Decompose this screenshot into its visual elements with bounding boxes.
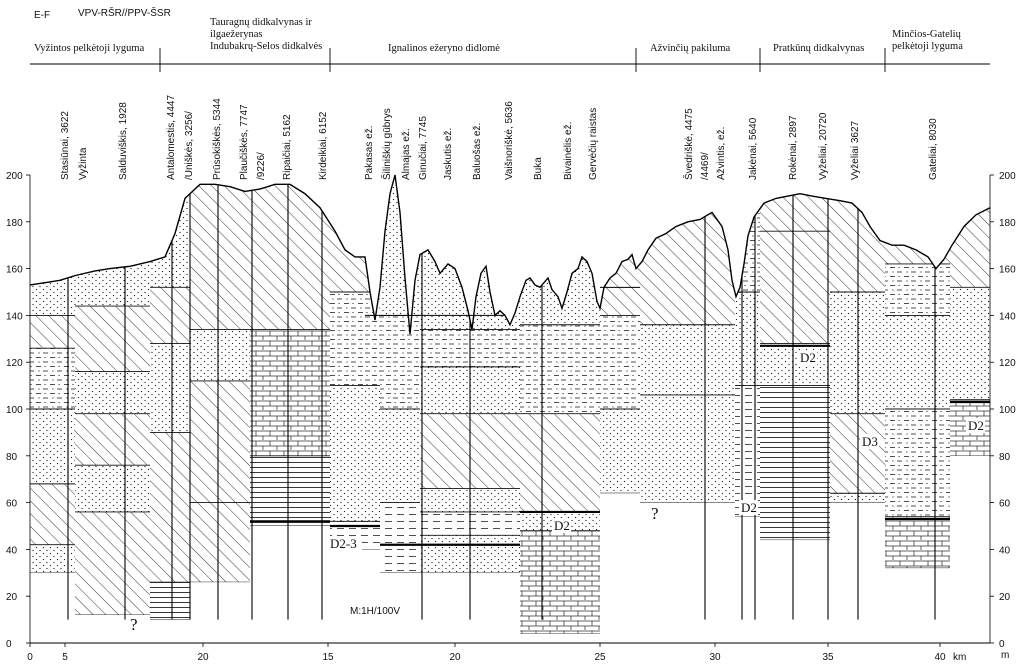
unknown-depth-mark: ? — [130, 615, 138, 634]
region-name: Ažvinčių pakiluma — [650, 43, 731, 54]
region-name: Minčios-Gatelių — [892, 29, 962, 40]
elevation-tick-right: 40 — [999, 545, 1011, 556]
profile-code-label: VPV-RŠR//PPV-ŠSR — [78, 6, 171, 19]
region-name: pelkėtoji lyguma — [892, 41, 963, 52]
distance-tick: 35 — [822, 652, 834, 663]
well-label: Vyžinta — [78, 147, 89, 180]
well-label: Jaskutis ež. — [443, 128, 454, 180]
well-label: Gervėčių raistas — [588, 108, 599, 180]
well-label: Rokėnai, 2897 — [788, 115, 799, 180]
distance-tick: 30 — [709, 652, 721, 663]
well-label: Baluošas ež. — [472, 123, 483, 180]
ground-surface-line — [29, 174, 991, 335]
elevation-tick-right: 200 — [999, 171, 1016, 182]
unknown-depth-mark: ? — [651, 504, 659, 523]
well-label: Vyželiai 3627 — [850, 120, 861, 180]
distance-tick: 15 — [322, 652, 334, 663]
elevation-unit: m — [1001, 650, 1009, 661]
well-label: Vaišnoriškė, 5636 — [504, 101, 515, 180]
well-label: Almajas ež. — [401, 128, 412, 180]
elevation-tick-left: 140 — [6, 311, 23, 322]
well-label: Prūsokiškės, 5344 — [212, 98, 223, 180]
distance-tick: 40 — [934, 652, 946, 663]
well-label: Ažvintis, ež. — [716, 127, 727, 180]
elevation-tick-right: 60 — [999, 499, 1011, 510]
well-label: Antalomestis, 4447 — [166, 95, 177, 180]
elevation-tick-right: 20 — [999, 592, 1011, 603]
elevation-tick-left: 80 — [6, 452, 18, 463]
region-name: Tauragnų didkalvynas ir — [210, 17, 312, 28]
scale-note: M:1H/100V — [350, 606, 400, 617]
well-label: Buka — [533, 157, 544, 180]
region-name: Vyžintos pelkėtoji lyguma — [34, 43, 145, 54]
stratigraphic-index: D3 — [862, 434, 878, 449]
well-label: Salduviškis, 1928 — [118, 102, 129, 180]
stratigraphic-index: D2 — [741, 500, 757, 515]
distance-tick: 25 — [594, 652, 606, 663]
well-label: Ripaičiai, 5162 — [282, 114, 293, 180]
well-label: Stasiūnai, 3622 — [60, 111, 71, 180]
elevation-tick-right: 140 — [999, 311, 1016, 322]
well-label: Plaučiškės, 7747 — [239, 104, 250, 180]
well-label: Gateliai, 8030 — [928, 118, 939, 180]
elevation-tick-left: 200 — [6, 171, 23, 182]
well-label: /4469/ — [700, 152, 711, 180]
distance-tick: 5 — [62, 652, 68, 663]
elevation-tick-left: 180 — [6, 218, 23, 229]
elevation-tick-left: 40 — [6, 545, 18, 556]
stratigraphic-index: D2 — [968, 418, 984, 433]
elevation-tick-left: 0 — [6, 639, 12, 650]
elevation-tick-left: 60 — [6, 499, 18, 510]
well-label: Vyželiai, 20720 — [818, 112, 829, 180]
elevation-tick-right: 180 — [999, 218, 1016, 229]
well-label: Ginučiai, 7745 — [418, 116, 429, 180]
region-name: Indubakrų-Selos didkalvės — [210, 41, 322, 52]
stratigraphic-index: D2 — [554, 518, 570, 533]
distance-tick: 0 — [27, 652, 33, 663]
region-name: ilgaežerynas — [210, 29, 262, 40]
elevation-tick-left: 20 — [6, 592, 18, 603]
distance-unit: km — [953, 652, 966, 663]
elevation-tick-left: 160 — [6, 265, 23, 276]
elevation-tick-left: 100 — [6, 405, 23, 416]
well-label: Kirdeikiai, 6152 — [318, 111, 329, 180]
elevation-tick-right: 160 — [999, 265, 1016, 276]
elevation-tick-right: 100 — [999, 405, 1016, 416]
well-label: Bivainėlis ež. — [563, 122, 574, 180]
elevation-tick-right: 80 — [999, 452, 1011, 463]
region-name: Pratkūnų didkalvynas — [773, 43, 864, 54]
well-label: Švedriškė, 4475 — [682, 108, 695, 180]
stratigraphic-index: D2-3 — [330, 536, 357, 551]
distance-tick: 20 — [197, 652, 209, 663]
region-name: Ignalinos ežeryno didlomė — [388, 43, 500, 54]
well-label: /Uniškės, 3256/ — [184, 111, 195, 180]
well-label: Šiliniškių gūbrys — [380, 108, 393, 180]
elevation-tick-right: 120 — [999, 358, 1016, 369]
elevation-tick-left: 120 — [6, 358, 23, 369]
well-label: Pakasas ež. — [364, 126, 375, 180]
stratigraphic-index: D2 — [800, 350, 816, 365]
well-label: Jakėnai, 5640 — [748, 117, 759, 180]
elevation-tick-right: 0 — [999, 639, 1005, 650]
well-label: /9226/ — [256, 152, 267, 180]
strata-body — [30, 175, 990, 643]
section-id-label: E-F — [34, 10, 50, 21]
distance-tick: 20 — [449, 652, 461, 663]
